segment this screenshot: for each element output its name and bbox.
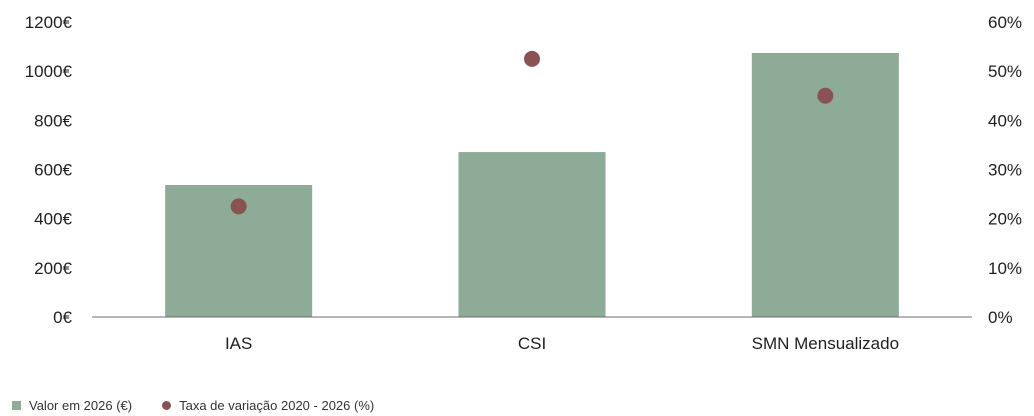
legend-dot-label: Taxa de variação 2020 - 2026 (%) (179, 398, 375, 413)
left-tick-label: 1200€ (25, 13, 73, 32)
left-tick-label: 800€ (34, 111, 72, 130)
combo-chart: 0€ 200€ 400€ 600€ 800€ 1000€ 1200€ 0% 10% 20% 30%… (25, 13, 1022, 353)
category-axis: IAS CSI SMN Mensualizado (225, 334, 899, 353)
right-tick-label: 30% (988, 161, 1022, 180)
right-tick-label: 40% (988, 111, 1022, 130)
bar-csi (458, 152, 606, 317)
category-label: IAS (225, 334, 252, 353)
left-tick-label: 400€ (34, 210, 72, 229)
dot-smn-mensualizado (817, 87, 834, 104)
left-tick-label: 1000€ (25, 62, 73, 81)
legend-bar-label: Valor em 2026 (€) (29, 398, 133, 413)
legend-item-dot: Taxa de variação 2020 - 2026 (%) (162, 398, 374, 413)
legend: Valor em 2026 (€) Taxa de variação 2020 … (12, 398, 404, 413)
category-label: CSI (518, 334, 546, 353)
left-tick-label: 200€ (34, 259, 72, 278)
dot-csi (524, 50, 540, 67)
left-axis: 0€ 200€ 400€ 600€ 800€ 1000€ 1200€ (25, 13, 73, 327)
left-tick-label: 0€ (53, 308, 72, 327)
category-label: SMN Mensualizado (752, 334, 899, 353)
bar-series (165, 52, 899, 317)
legend-item-bar: Valor em 2026 (€) (12, 398, 132, 413)
right-tick-label: 50% (988, 62, 1022, 81)
right-tick-label: 10% (988, 259, 1022, 278)
right-tick-label: 0% (988, 308, 1013, 327)
dot-ias (230, 198, 247, 215)
legend-bar-swatch (12, 401, 21, 410)
right-tick-label: 20% (988, 210, 1022, 229)
right-axis: 0% 10% 20% 30% 40% 50% 60% (988, 13, 1022, 327)
left-tick-label: 600€ (34, 161, 72, 180)
legend-dot-swatch (162, 401, 172, 410)
dot-series (230, 50, 834, 215)
right-tick-label: 60% (988, 13, 1022, 32)
